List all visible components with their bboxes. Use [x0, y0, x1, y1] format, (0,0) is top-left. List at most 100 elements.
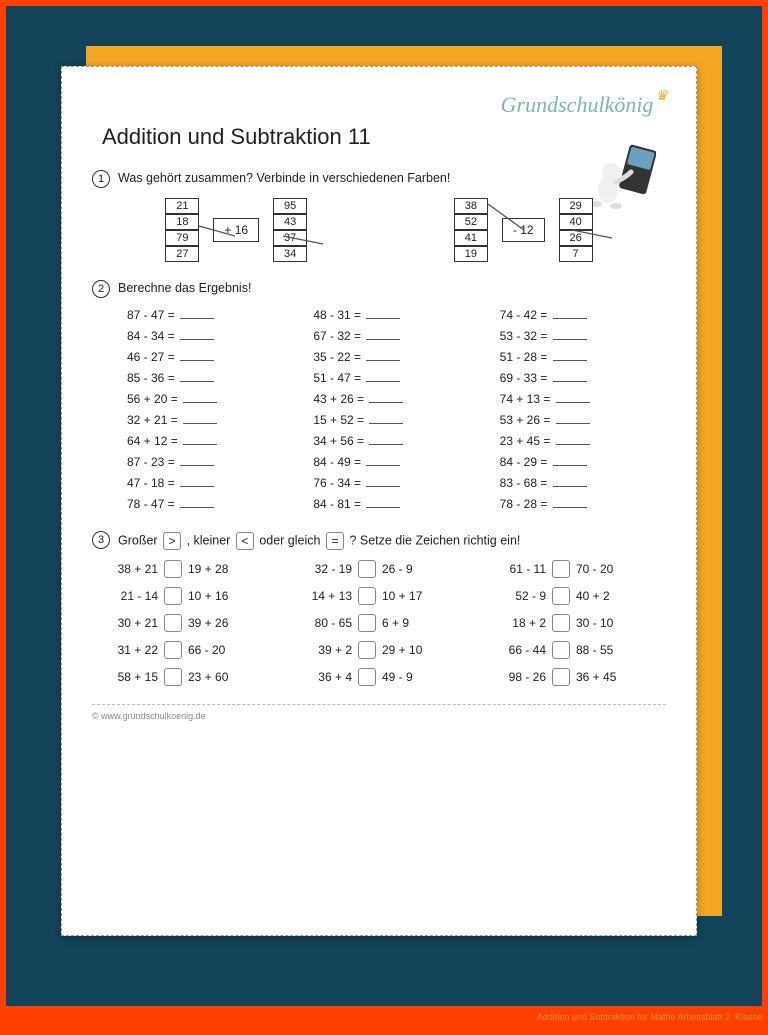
pair-right: 66 - 20	[188, 643, 244, 657]
question-number-1: 1	[92, 170, 110, 188]
answer-blank[interactable]	[366, 497, 400, 508]
comparison-input-box[interactable]	[164, 641, 182, 659]
equation-item: 15 + 52 =	[313, 413, 469, 427]
comparison-input-box[interactable]	[552, 668, 570, 686]
comparison-input-box[interactable]	[164, 560, 182, 578]
comparison-input-box[interactable]	[358, 614, 376, 632]
pair-left: 66 - 44	[490, 643, 546, 657]
answer-blank[interactable]	[369, 392, 403, 403]
pair-right: 40 + 2	[576, 589, 632, 603]
q3-text-part: Großer	[118, 533, 158, 547]
number-cell: 38	[454, 198, 488, 214]
pair-left: 18 + 2	[490, 616, 546, 630]
pair-left: 30 + 21	[102, 616, 158, 630]
question-1-text: Was gehört zusammen? Verbinde in verschi…	[118, 170, 666, 185]
q3-text-part: ? Setze die Zeichen richtig ein!	[349, 533, 520, 547]
comparison-input-box[interactable]	[164, 668, 182, 686]
pair-left: 36 + 4	[296, 670, 352, 684]
answer-blank[interactable]	[553, 497, 587, 508]
answer-blank[interactable]	[369, 413, 403, 424]
number-cell: 43	[273, 214, 307, 230]
equation-item: 51 - 28 =	[500, 350, 656, 364]
comparison-input-box[interactable]	[358, 587, 376, 605]
answer-blank[interactable]	[366, 350, 400, 361]
equation-item: 64 + 12 =	[127, 434, 283, 448]
equation-item: 74 - 42 =	[500, 308, 656, 322]
equation-item: 32 + 21 =	[127, 413, 283, 427]
answer-blank[interactable]	[556, 413, 590, 424]
q1-right-col-b: 2940267	[559, 198, 593, 262]
answer-blank[interactable]	[553, 371, 587, 382]
answer-blank[interactable]	[366, 308, 400, 319]
answer-blank[interactable]	[366, 455, 400, 466]
answer-blank[interactable]	[553, 329, 587, 340]
pair-left: 38 + 21	[102, 562, 158, 576]
answer-blank[interactable]	[180, 497, 214, 508]
image-caption: Addition und Subtraktion für Mathe Arbei…	[0, 1012, 762, 1022]
equation-item: 85 - 36 =	[127, 371, 283, 385]
answer-blank[interactable]	[180, 476, 214, 487]
answer-blank[interactable]	[183, 392, 217, 403]
answer-blank[interactable]	[369, 434, 403, 445]
equation-item: 53 + 26 =	[500, 413, 656, 427]
answer-blank[interactable]	[183, 413, 217, 424]
equation-item: 83 - 68 =	[500, 476, 656, 490]
pair-left: 32 - 19	[296, 562, 352, 576]
answer-blank[interactable]	[553, 476, 587, 487]
pair-left: 31 + 22	[102, 643, 158, 657]
comparison-pair: 36 + 449 - 9	[296, 668, 472, 686]
pair-right: 23 + 60	[188, 670, 244, 684]
comparison-input-box[interactable]	[164, 614, 182, 632]
answer-blank[interactable]	[366, 476, 400, 487]
q3-text-part: , kleiner	[187, 533, 231, 547]
equation-item: 35 - 22 =	[313, 350, 469, 364]
q1-left-col-b: 95433734	[273, 198, 307, 262]
pair-right: 19 + 28	[188, 562, 244, 576]
comparison-input-box[interactable]	[552, 614, 570, 632]
equation-item: 43 + 26 =	[313, 392, 469, 406]
answer-blank[interactable]	[180, 329, 214, 340]
number-cell: 41	[454, 230, 488, 246]
number-cell: 19	[454, 246, 488, 262]
equation-item: 84 - 29 =	[500, 455, 656, 469]
comparison-input-box[interactable]	[552, 560, 570, 578]
equation-item: 46 - 27 =	[127, 350, 283, 364]
comparison-input-box[interactable]	[358, 560, 376, 578]
comparison-pair: 80 - 65 6 + 9	[296, 614, 472, 632]
q3-text-part: oder gleich	[259, 533, 320, 547]
comparison-input-box[interactable]	[552, 641, 570, 659]
answer-blank[interactable]	[366, 371, 400, 382]
worksheet-page: Grundschulkönig♛ Addition und Subtraktio…	[61, 66, 697, 936]
question-3-text: Großer > , kleiner < oder gleich = ? Set…	[118, 531, 666, 550]
number-cell: 52	[454, 214, 488, 230]
comparison-input-box[interactable]	[164, 587, 182, 605]
answer-blank[interactable]	[180, 455, 214, 466]
brand-logo: Grundschulkönig♛	[92, 92, 666, 118]
answer-blank[interactable]	[180, 371, 214, 382]
answer-blank[interactable]	[553, 455, 587, 466]
equation-item: 74 + 13 =	[500, 392, 656, 406]
answer-blank[interactable]	[553, 350, 587, 361]
answer-blank[interactable]	[183, 434, 217, 445]
answer-blank[interactable]	[556, 434, 590, 445]
pair-left: 21 - 14	[102, 589, 158, 603]
q1-right-col-a: 38524119	[454, 198, 488, 262]
pair-right: 30 - 10	[576, 616, 632, 630]
number-cell: 21	[165, 198, 199, 214]
equation-item: 84 - 34 =	[127, 329, 283, 343]
answer-blank[interactable]	[180, 308, 214, 319]
number-cell: 37	[273, 230, 307, 246]
answer-blank[interactable]	[366, 329, 400, 340]
equation-item: 84 - 49 =	[313, 455, 469, 469]
equation-item: 34 + 56 =	[313, 434, 469, 448]
answer-blank[interactable]	[180, 350, 214, 361]
comparison-input-box[interactable]	[358, 641, 376, 659]
comparison-input-box[interactable]	[358, 668, 376, 686]
number-cell: 27	[165, 246, 199, 262]
answer-blank[interactable]	[553, 308, 587, 319]
logo-text: Grundschulkönig	[501, 92, 654, 117]
greater-than-icon: >	[163, 532, 181, 550]
comparison-input-box[interactable]	[552, 587, 570, 605]
answer-blank[interactable]	[556, 392, 590, 403]
comparison-pair: 58 + 1523 + 60	[102, 668, 278, 686]
